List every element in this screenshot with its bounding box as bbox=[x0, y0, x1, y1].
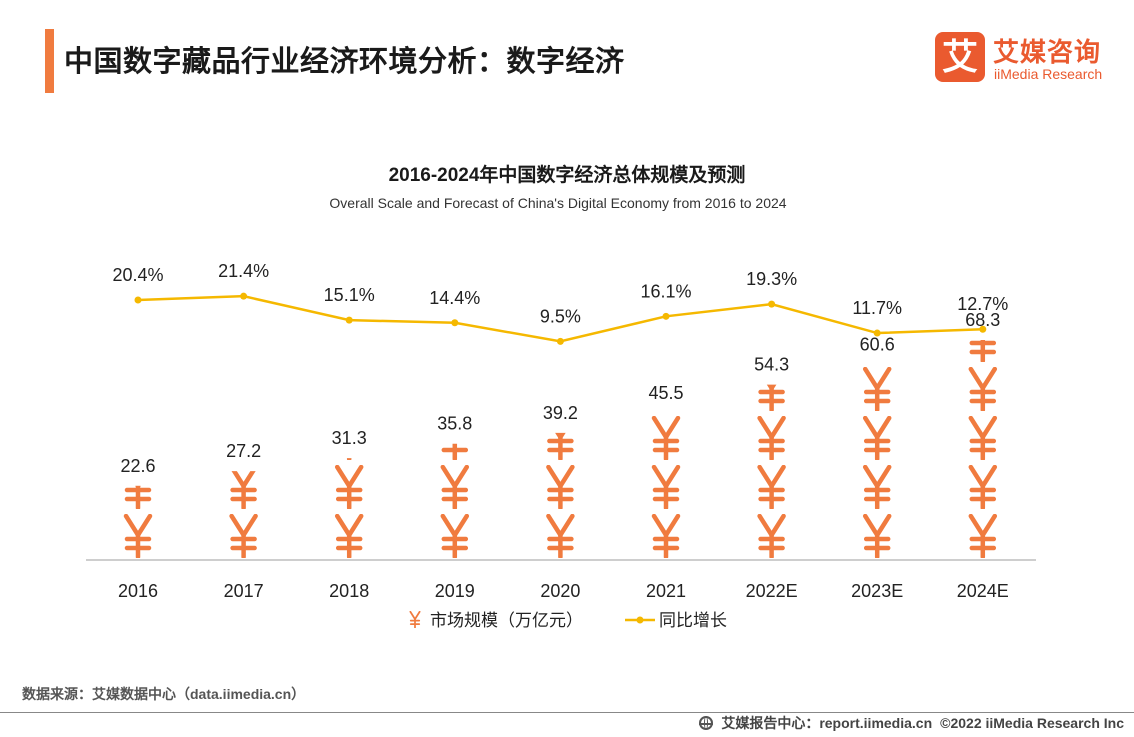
data-source-note: 数据来源：艾媒数据中心（data.iimedia.cn） bbox=[22, 686, 306, 702]
growth-value-label: 14.4% bbox=[429, 288, 480, 308]
bar-2016 bbox=[126, 418, 150, 557]
yuan-icon bbox=[232, 467, 256, 508]
x-tick-label: 2021 bbox=[646, 581, 686, 601]
yuan-icon bbox=[548, 418, 572, 459]
chart-title: 2016-2024年中国数字经济总体规模及预测 bbox=[388, 165, 746, 186]
growth-point bbox=[979, 325, 987, 333]
yuan-icon bbox=[548, 467, 572, 508]
bar-2017 bbox=[232, 418, 256, 557]
page-title: 中国数字藏品行业经济环境分析：数字经济 bbox=[64, 46, 625, 78]
legend-label-growth: 同比增长 bbox=[659, 611, 727, 630]
legend-label-market-size: 市场规模（万亿元） bbox=[430, 611, 583, 630]
legend-point-swatch bbox=[636, 616, 644, 624]
growth-line-layer: 20.4% 21.4% 15.1% 14.4% 9.5% 16.1% 19.3% 11.7% 1… bbox=[112, 261, 1008, 345]
logo-name-en: iiMedia Research bbox=[994, 66, 1103, 82]
bar-value-label: 39.2 bbox=[543, 403, 578, 423]
bar-value-label: 54.3 bbox=[754, 355, 789, 375]
yuan-icon bbox=[865, 467, 889, 508]
bar-2018 bbox=[337, 369, 361, 557]
growth-value-label: 21.4% bbox=[218, 261, 269, 281]
growth-point bbox=[134, 296, 142, 304]
yuan-icon bbox=[337, 516, 361, 557]
bar-value-label: 27.2 bbox=[226, 441, 261, 461]
bar-value-label: 68.3 bbox=[965, 310, 1000, 330]
growth-point bbox=[873, 329, 881, 337]
yuan-icon bbox=[971, 516, 995, 557]
bars-layer: 22.6 27.2 31.3 35.8 39.2 45.5 54.3 60.6 68.3 bbox=[120, 310, 1000, 557]
yuan-icon bbox=[337, 369, 361, 410]
growth-point bbox=[662, 312, 670, 320]
title-accent-bar bbox=[45, 29, 54, 93]
globe-icon bbox=[699, 716, 714, 730]
yuan-icon bbox=[865, 516, 889, 557]
yuan-icon bbox=[971, 369, 995, 410]
digital-economy-chart: 22.6 27.2 31.3 35.8 39.2 45.5 54.3 60.6 68.3 201… bbox=[86, 261, 1036, 630]
yuan-icon bbox=[126, 418, 150, 459]
yuan-icon bbox=[126, 516, 150, 557]
yuan-icon bbox=[337, 467, 361, 508]
growth-value-label: 20.4% bbox=[112, 265, 163, 285]
yuan-icon bbox=[654, 418, 678, 459]
yuan-icon bbox=[654, 467, 678, 508]
bar-value-label: 45.5 bbox=[648, 383, 683, 403]
yuan-icon bbox=[865, 369, 889, 410]
x-tick-label: 2020 bbox=[540, 581, 580, 601]
footer-copyright: ©2022 iiMedia Research Inc bbox=[940, 715, 1124, 731]
yuan-icon bbox=[443, 369, 467, 410]
yuan-icon bbox=[232, 516, 256, 557]
growth-point bbox=[768, 300, 776, 308]
bar-value-label: 35.8 bbox=[437, 414, 472, 434]
growth-value-label: 12.7% bbox=[957, 294, 1008, 314]
yuan-icon bbox=[760, 418, 784, 459]
yuan-icon bbox=[865, 418, 889, 459]
chart-legend: 市场规模（万亿元） 同比增长 bbox=[409, 611, 727, 630]
growth-point bbox=[556, 337, 564, 345]
iimedia-logo: 艾 艾媒咨询 iiMedia Research bbox=[935, 32, 1115, 88]
bar-2019 bbox=[443, 369, 467, 557]
chart-subtitle: Overall Scale and Forecast of China's Di… bbox=[329, 195, 787, 211]
yuan-icon bbox=[443, 516, 467, 557]
bar-2020 bbox=[548, 369, 572, 557]
growth-point bbox=[240, 292, 248, 300]
bar-value-label: 31.3 bbox=[332, 428, 367, 448]
growth-value-label: 16.1% bbox=[640, 281, 691, 301]
bar-value-label: 60.6 bbox=[860, 335, 895, 355]
footer: 艾媒报告中心：report.iimedia.cn ©2022 iiMedia R… bbox=[699, 713, 1124, 733]
x-tick-label: 2022E bbox=[746, 581, 798, 601]
x-tick-label: 2023E bbox=[851, 581, 903, 601]
bar-2023E bbox=[865, 320, 889, 557]
growth-value-label: 11.7% bbox=[852, 298, 902, 318]
growth-value-label: 19.3% bbox=[746, 269, 797, 289]
logo-name-cn: 艾媒咨询 bbox=[993, 37, 1102, 67]
growth-point bbox=[345, 316, 353, 324]
x-tick-label: 2016 bbox=[118, 581, 158, 601]
footer-report-site[interactable]: 艾媒报告中心：report.iimedia.cn bbox=[721, 715, 933, 731]
yuan-icon bbox=[760, 467, 784, 508]
yuan-icon bbox=[548, 516, 572, 557]
footer-divider bbox=[0, 712, 1134, 713]
growth-value-label: 15.1% bbox=[324, 285, 375, 305]
yuan-icon bbox=[971, 418, 995, 459]
yuan-icon bbox=[760, 369, 784, 410]
growth-point bbox=[451, 319, 459, 327]
yuan-icon bbox=[443, 467, 467, 508]
x-axis-labels: 2016 2017 2018 2019 2020 2021 2022E 2023E 2024E bbox=[118, 581, 1009, 601]
yuan-icon bbox=[971, 467, 995, 508]
growth-value-label: 9.5% bbox=[540, 306, 581, 326]
x-tick-label: 2017 bbox=[224, 581, 264, 601]
yuan-icon bbox=[654, 516, 678, 557]
bar-value-label: 22.6 bbox=[120, 456, 155, 476]
legend-yuan-icon bbox=[409, 611, 421, 628]
x-tick-label: 2019 bbox=[435, 581, 475, 601]
x-tick-label: 2024E bbox=[957, 581, 1009, 601]
yuan-icon bbox=[760, 516, 784, 557]
logo-mark: 艾 bbox=[935, 32, 985, 82]
x-tick-label: 2018 bbox=[329, 581, 369, 601]
